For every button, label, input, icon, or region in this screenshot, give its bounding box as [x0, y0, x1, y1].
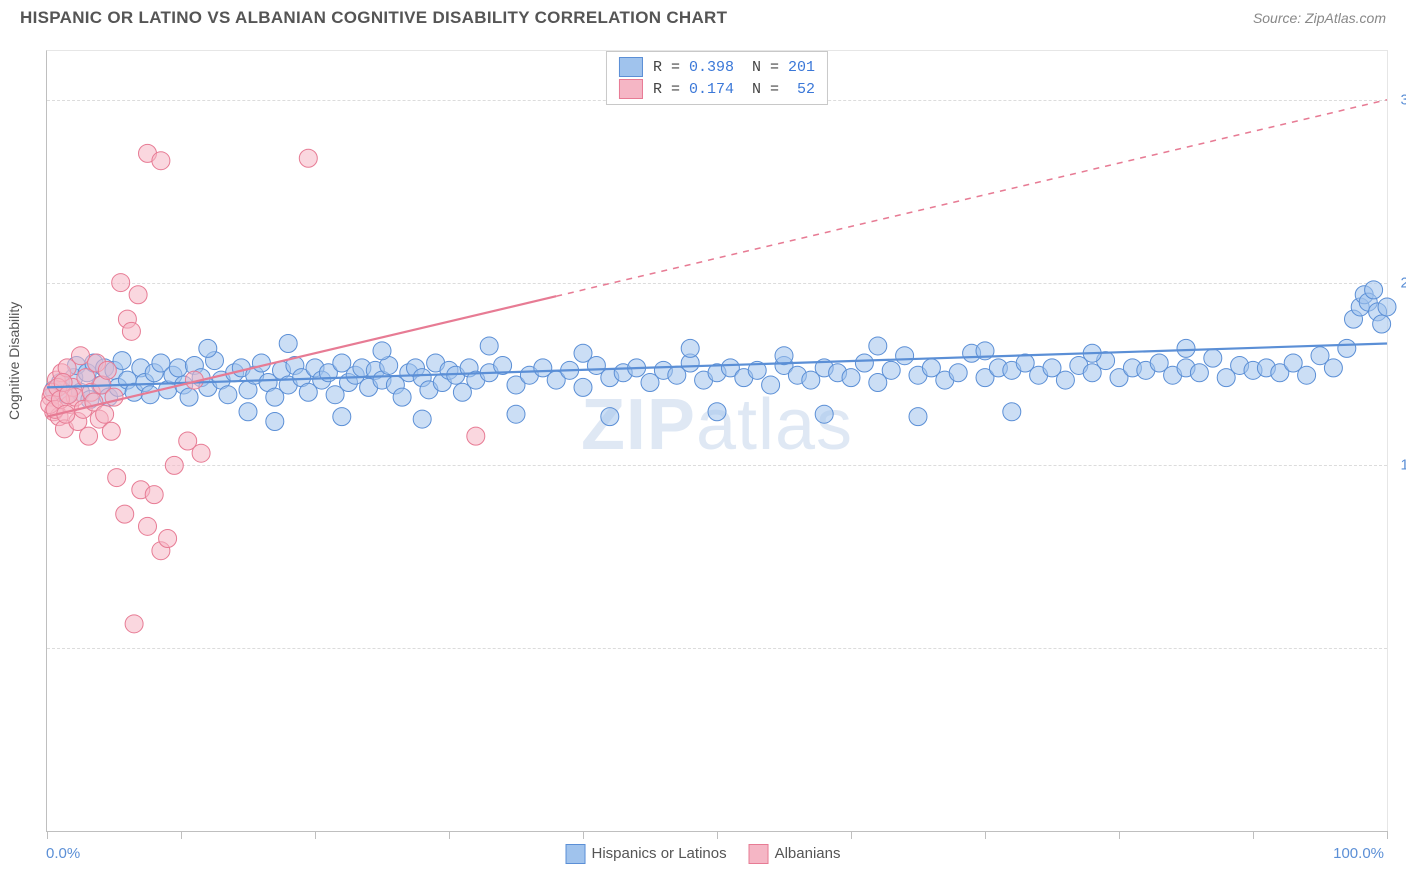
- data-point: [467, 427, 485, 445]
- data-point: [1190, 364, 1208, 382]
- data-point: [949, 364, 967, 382]
- data-point: [192, 444, 210, 462]
- data-point: [869, 337, 887, 355]
- data-point: [708, 403, 726, 421]
- trend-line-dashed: [556, 100, 1387, 296]
- data-point: [480, 337, 498, 355]
- bottom-legend: Hispanics or Latinos Albanians: [566, 844, 841, 864]
- data-point: [413, 410, 431, 428]
- stat-text: R = 0.398 N = 201: [653, 59, 815, 76]
- stat-row: R = 0.174 N = 52: [619, 78, 815, 100]
- stat-text: R = 0.174 N = 52: [653, 81, 815, 98]
- data-point: [333, 408, 351, 426]
- data-point: [112, 274, 130, 292]
- data-point: [122, 322, 140, 340]
- data-point: [159, 530, 177, 548]
- x-axis-label-min: 0.0%: [46, 845, 80, 862]
- data-point: [105, 388, 123, 406]
- stat-row: R = 0.398 N = 201: [619, 56, 815, 78]
- data-point: [139, 517, 157, 535]
- data-point: [1003, 403, 1021, 421]
- data-point: [1365, 281, 1383, 299]
- data-point: [507, 405, 525, 423]
- data-point: [299, 149, 317, 167]
- data-point: [169, 359, 187, 377]
- data-point: [199, 339, 217, 357]
- data-point: [601, 408, 619, 426]
- data-point: [815, 405, 833, 423]
- scatter-svg: [47, 51, 1387, 831]
- data-point: [393, 388, 411, 406]
- data-point: [681, 339, 699, 357]
- data-point: [252, 354, 270, 372]
- source-label: Source: ZipAtlas.com: [1253, 10, 1386, 26]
- data-point: [59, 386, 77, 404]
- x-axis-label-max: 100.0%: [1333, 845, 1384, 862]
- ytick-label: 22.5%: [1400, 274, 1406, 291]
- legend-item: Albanians: [749, 844, 841, 864]
- data-point: [98, 361, 116, 379]
- data-point: [96, 405, 114, 423]
- data-point: [266, 413, 284, 431]
- data-point: [842, 369, 860, 387]
- legend-swatch: [749, 844, 769, 864]
- data-point: [72, 347, 90, 365]
- data-point: [125, 615, 143, 633]
- data-point: [239, 403, 257, 421]
- ytick-label: 30.0%: [1400, 91, 1406, 108]
- data-point: [102, 422, 120, 440]
- data-point: [116, 505, 134, 523]
- xtick: [851, 831, 852, 839]
- ytick-label: 15.0%: [1400, 457, 1406, 474]
- data-point: [145, 486, 163, 504]
- data-point: [219, 386, 237, 404]
- xtick: [181, 831, 182, 839]
- data-point: [1338, 339, 1356, 357]
- data-point: [1378, 298, 1396, 316]
- data-point: [1177, 339, 1195, 357]
- data-point: [855, 354, 873, 372]
- xtick: [315, 831, 316, 839]
- data-point: [896, 347, 914, 365]
- xtick: [1253, 831, 1254, 839]
- y-axis-label: Cognitive Disability: [6, 302, 22, 420]
- data-point: [1056, 371, 1074, 389]
- data-point: [762, 376, 780, 394]
- data-point: [152, 152, 170, 170]
- chart-title: HISPANIC OR LATINO VS ALBANIAN COGNITIVE…: [20, 8, 727, 28]
- data-point: [1204, 349, 1222, 367]
- data-point: [165, 456, 183, 474]
- xtick: [1119, 831, 1120, 839]
- data-point: [1373, 315, 1391, 333]
- stats-legend-box: R = 0.398 N = 201 R = 0.174 N = 52: [606, 51, 828, 105]
- xtick: [1387, 831, 1388, 839]
- data-point: [108, 469, 126, 487]
- legend-swatch: [619, 79, 643, 99]
- chart-plot-area: ZIPatlas R = 0.398 N = 201R = 0.174 N = …: [46, 50, 1388, 832]
- data-point: [574, 378, 592, 396]
- legend-swatch: [619, 57, 643, 77]
- data-point: [1298, 366, 1316, 384]
- data-point: [180, 388, 198, 406]
- legend-item: Hispanics or Latinos: [566, 844, 727, 864]
- xtick: [583, 831, 584, 839]
- xtick: [47, 831, 48, 839]
- xtick: [717, 831, 718, 839]
- data-point: [80, 427, 98, 445]
- data-point: [1324, 359, 1342, 377]
- data-point: [574, 344, 592, 362]
- data-point: [373, 342, 391, 360]
- data-point: [882, 361, 900, 379]
- data-point: [909, 408, 927, 426]
- data-point: [129, 286, 147, 304]
- xtick: [985, 831, 986, 839]
- xtick: [449, 831, 450, 839]
- legend-swatch: [566, 844, 586, 864]
- data-point: [279, 335, 297, 353]
